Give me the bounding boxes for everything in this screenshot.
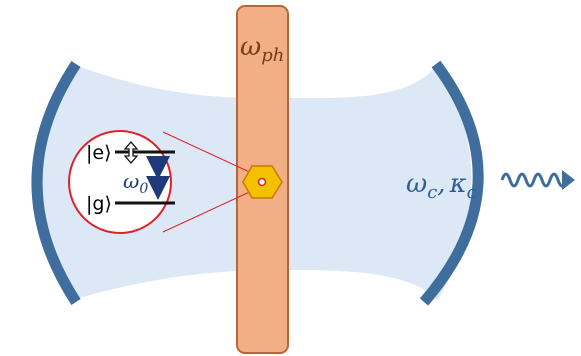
zoom-line-top — [162, 131, 259, 177]
photon-arrowhead — [562, 170, 575, 190]
zoom-circle — [68, 130, 172, 234]
mechanical-frequency-label: ωph — [240, 32, 284, 66]
emitter-center-dot — [257, 177, 267, 187]
transition-frequency-label: ω0 — [123, 169, 148, 197]
excited-state-label: |e⟩ — [86, 142, 112, 164]
left-mirror — [31, 60, 81, 305]
zoom-line-bottom — [162, 187, 259, 233]
excited-level-marker — [123, 141, 139, 164]
photon-wave — [500, 172, 568, 188]
right-mirror — [419, 60, 484, 306]
cavity-label: ωc, κc — [406, 169, 477, 203]
ground-state-label: |g⟩ — [86, 193, 112, 215]
